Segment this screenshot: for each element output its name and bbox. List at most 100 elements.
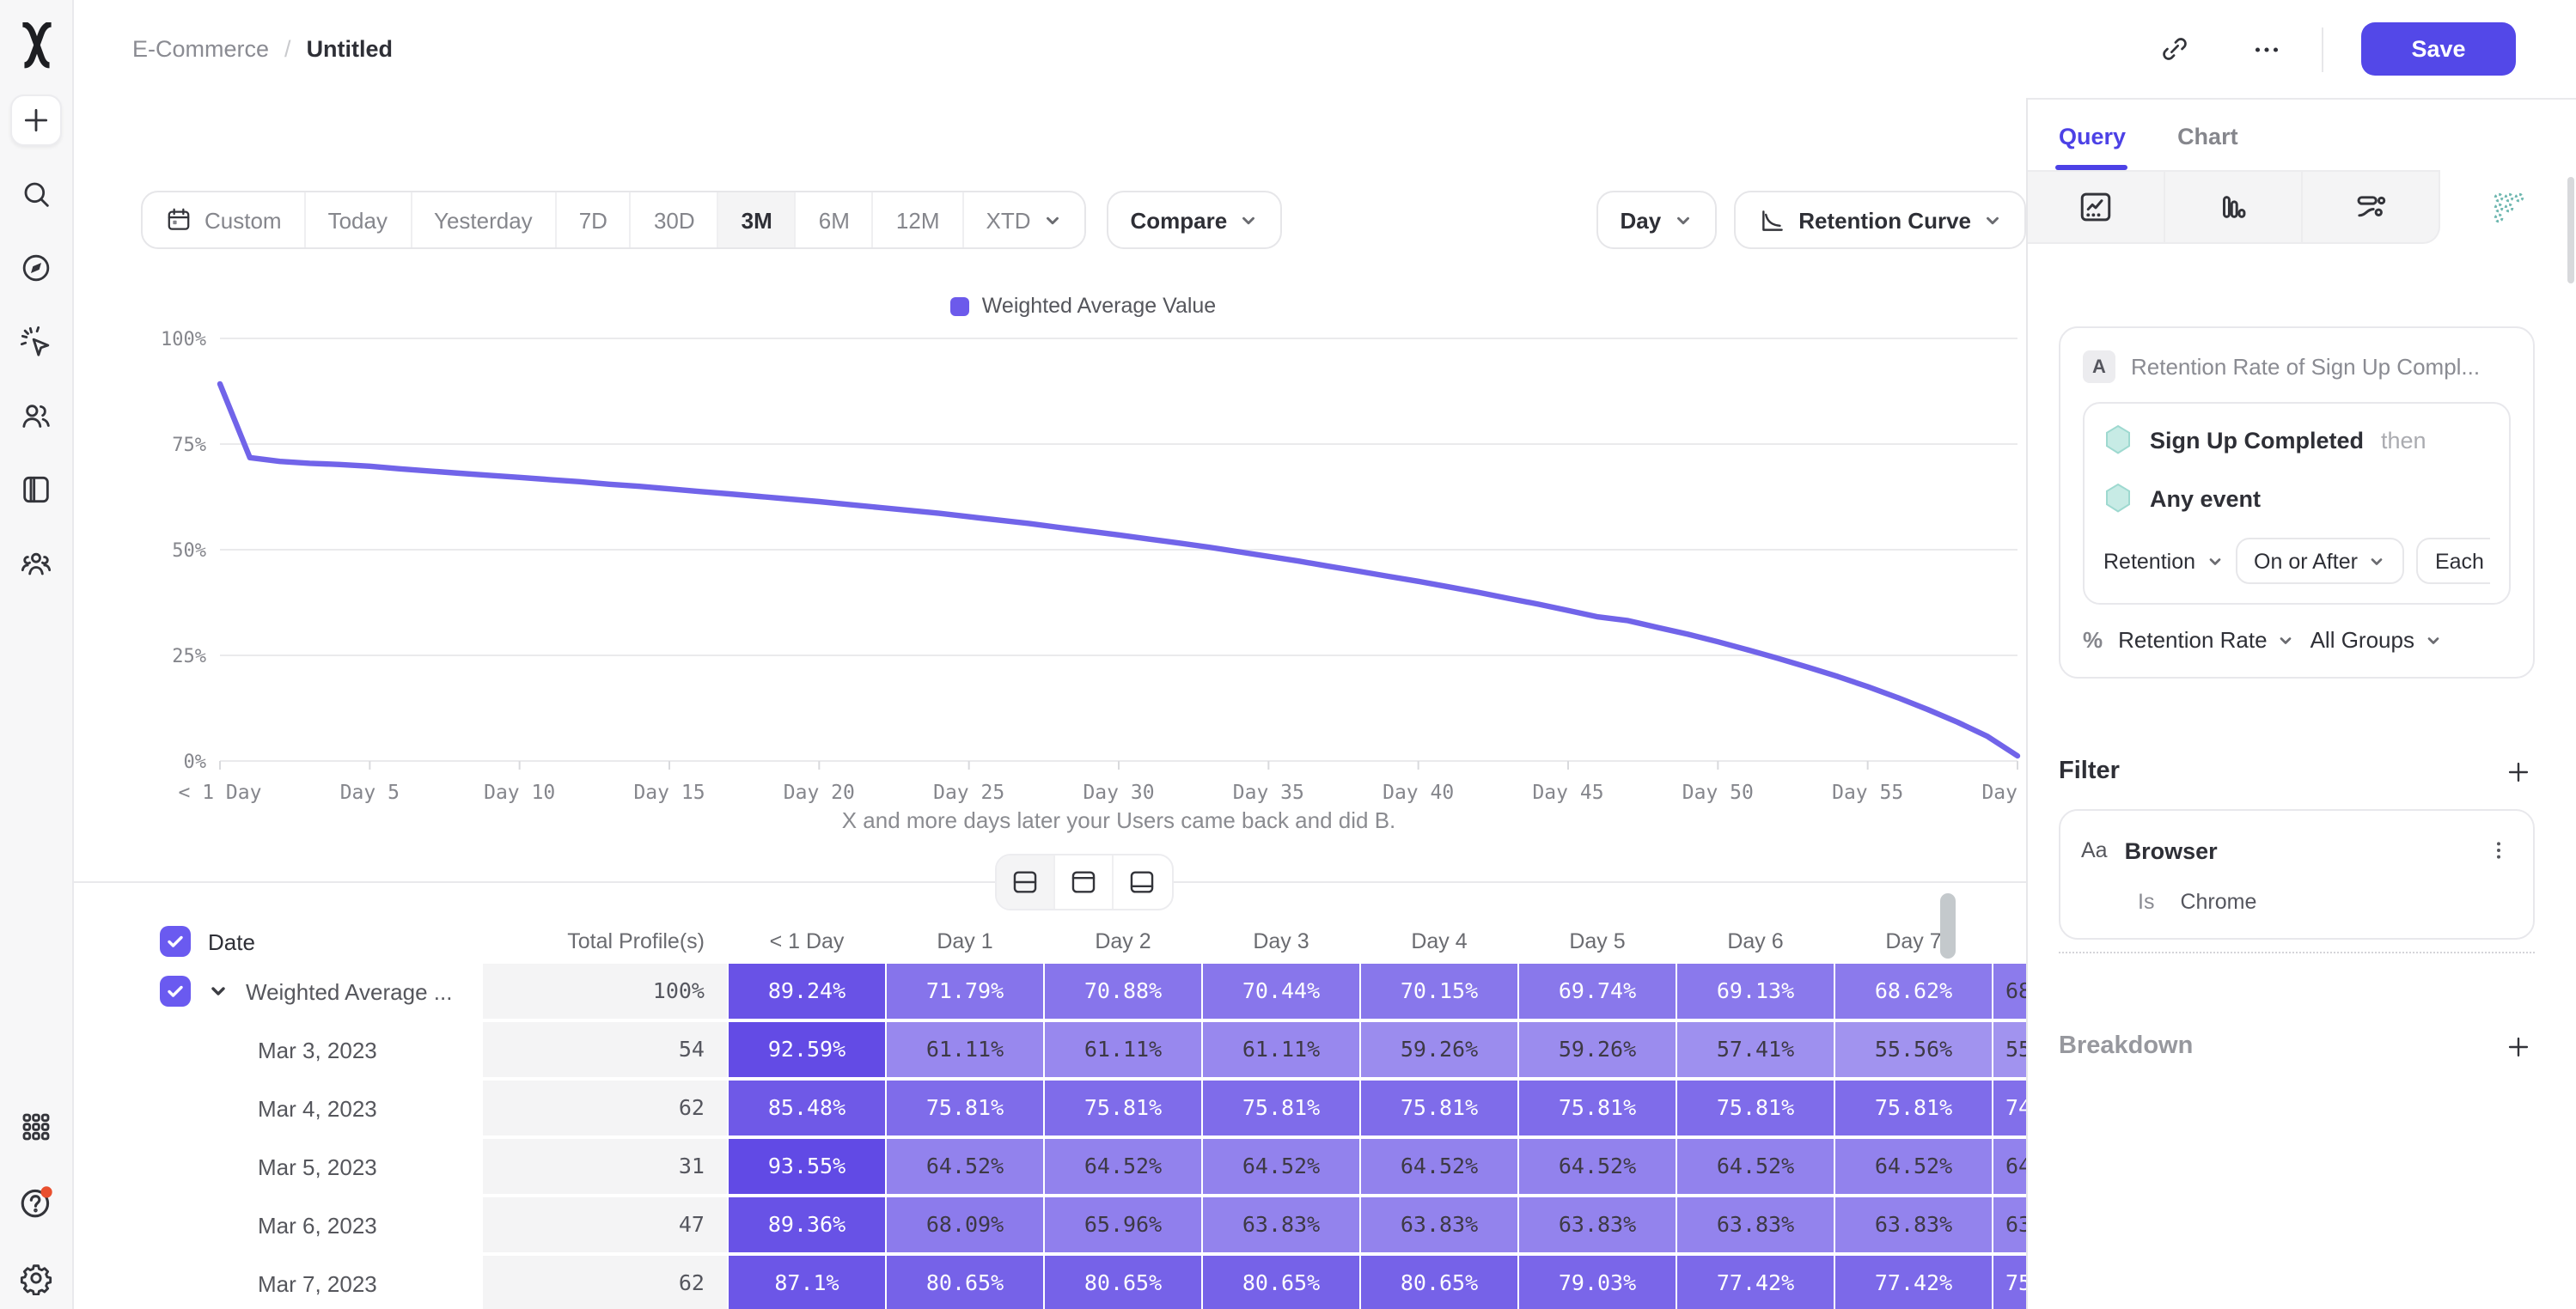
sidebar-settings-button[interactable] xyxy=(10,1252,62,1304)
retention-mode-dropdown[interactable]: Retention xyxy=(2103,549,2223,573)
retention-table: Date Total Profile(s) < 1 Day Day 1 Day 2 Day… xyxy=(160,912,2026,1309)
charttype-retention-tab[interactable] xyxy=(2440,170,2576,244)
sidebar-users-button[interactable] xyxy=(10,390,62,441)
range-yesterday-button[interactable]: Yesterday xyxy=(412,192,557,247)
compare-button[interactable]: Compare xyxy=(1106,191,1283,249)
charttype-funnel-tab[interactable] xyxy=(2165,170,2303,244)
retention-cell: 71.79% xyxy=(887,964,1043,1019)
sidebar-new-button[interactable] xyxy=(10,94,62,146)
layout-chart-only-button[interactable] xyxy=(1054,855,1113,909)
link-icon xyxy=(2158,33,2190,65)
add-breakdown-button[interactable] xyxy=(2500,1029,2535,1063)
compass-icon xyxy=(19,251,53,285)
second-event-name[interactable]: Any event xyxy=(2150,485,2262,511)
copy-link-button[interactable] xyxy=(2150,25,2198,73)
range-xtd-button[interactable]: XTD xyxy=(964,192,1084,247)
filter-value[interactable]: Chrome xyxy=(2180,890,2257,914)
retention-cell: 75.81% xyxy=(1835,1081,1992,1135)
filter-property[interactable]: Browser xyxy=(2124,837,2218,863)
retention-cell: 87.1% xyxy=(729,1256,885,1309)
svg-text:Day 25: Day 25 xyxy=(933,782,1004,804)
add-filter-button[interactable] xyxy=(2500,754,2535,788)
row-label: Mar 5, 2023 xyxy=(258,1154,377,1179)
sidebar-search-button[interactable] xyxy=(10,168,62,220)
retention-cell: 64.52% xyxy=(1203,1139,1359,1194)
granularity-dropdown[interactable]: Day xyxy=(1596,191,1717,249)
measure-dropdown[interactable]: Retention Rate xyxy=(2118,627,2294,653)
range-30d-button[interactable]: 30D xyxy=(632,192,719,247)
row-checkbox[interactable] xyxy=(160,976,191,1007)
breadcrumb-parent[interactable]: E-Commerce xyxy=(132,36,270,62)
chart-view-dropdown[interactable]: Retention Curve xyxy=(1733,191,2026,249)
range-custom-button[interactable]: Custom xyxy=(143,192,306,247)
more-options-button[interactable] xyxy=(2243,25,2291,73)
chart-legend: Weighted Average Value xyxy=(141,294,2026,318)
groups-dropdown[interactable]: All Groups xyxy=(2310,627,2442,653)
layout-table-only-button[interactable] xyxy=(1113,855,1171,909)
flow-icon xyxy=(2353,189,2389,225)
sidebar-apps-button[interactable] xyxy=(10,1101,62,1153)
table-scrollbar-thumb[interactable] xyxy=(1940,893,1956,959)
retention-cell: 80.65% xyxy=(1203,1256,1359,1309)
breakdown-heading: Breakdown xyxy=(2059,1032,2194,1060)
save-button[interactable]: Save xyxy=(2361,22,2516,76)
range-12m-button[interactable]: 12M xyxy=(874,192,964,247)
first-event-name[interactable]: Sign Up Completed xyxy=(2150,427,2364,453)
charttype-flow-tab[interactable] xyxy=(2303,170,2440,244)
retention-chart: 100% 75% 50% 25% 0% < 1 Day Day 5 Day 10 Day 15 D… xyxy=(161,329,2026,833)
search-icon xyxy=(19,177,53,211)
cursor-spark-icon xyxy=(19,325,53,359)
filter-heading: Filter xyxy=(2059,758,2120,785)
table-row: Mar 5, 2023 31 93.55% 64.52% 64.52% 64.52% 64.… xyxy=(160,1139,2026,1194)
filter-menu-button[interactable] xyxy=(2481,833,2516,868)
chevron-down-icon xyxy=(1239,210,1258,229)
breadcrumb: E-Commerce / Untitled xyxy=(132,36,393,62)
tab-query[interactable]: Query xyxy=(2054,124,2128,170)
query-card: A Retention Rate of Sign Up Compl... Sig… xyxy=(2059,326,2535,679)
notification-dot xyxy=(40,1186,52,1198)
range-6m-button[interactable]: 6M xyxy=(797,192,874,247)
table-row: Mar 7, 2023 62 87.1% 80.65% 80.65% 80.65% 80.6… xyxy=(160,1256,2026,1309)
retention-cell: 64 xyxy=(1993,1139,2026,1194)
svg-text:50%: 50% xyxy=(172,540,206,562)
filter-operator[interactable]: Is xyxy=(2138,890,2155,914)
retention-cell: 74 xyxy=(1993,1081,2026,1135)
legend-label: Weighted Average Value xyxy=(981,294,1217,318)
filter-drop-hint xyxy=(2059,952,2535,953)
total-profiles-cell: 100% xyxy=(483,964,727,1019)
retention-cell: 64.52% xyxy=(1361,1139,1517,1194)
sidebar-help-button[interactable] xyxy=(10,1177,62,1228)
range-3m-button[interactable]: 3M xyxy=(718,192,797,247)
notebook-icon xyxy=(19,472,53,507)
gear-icon xyxy=(19,1261,53,1295)
timing-dropdown[interactable]: On or After xyxy=(2235,538,2404,584)
retention-cell: 89.24% xyxy=(729,964,885,1019)
tab-chart[interactable]: Chart xyxy=(2177,124,2238,149)
row-label: Mar 7, 2023 xyxy=(258,1270,377,1296)
table-row: Weighted Average ... 100% 89.24% 71.79% 70.8… xyxy=(160,964,2026,1019)
retention-cell: 63.83% xyxy=(1519,1197,1676,1252)
row-checkbox[interactable] xyxy=(160,926,191,957)
sidebar-discover-button[interactable] xyxy=(10,242,62,294)
retention-cell: 69.74% xyxy=(1519,964,1676,1019)
sidebar-events-button[interactable] xyxy=(10,316,62,368)
sidebar-cohorts-button[interactable] xyxy=(10,538,62,589)
range-today-button[interactable]: Today xyxy=(306,192,412,247)
split-view-icon xyxy=(1010,868,1039,897)
app-logo[interactable] xyxy=(15,22,58,69)
layout-split-button[interactable] xyxy=(996,855,1054,909)
column-header-day: Day 5 xyxy=(1569,929,1626,953)
query-title[interactable]: Retention Rate of Sign Up Compl... xyxy=(2131,354,2481,380)
panel-scrollbar-thumb[interactable] xyxy=(2567,177,2574,283)
report-toolbar: Custom Today Yesterday 7D 30D 3M 6M 12M … xyxy=(141,191,2026,249)
sidebar-reports-button[interactable] xyxy=(10,464,62,515)
column-header-day: < 1 Day xyxy=(769,929,845,953)
retention-cell: 89.36% xyxy=(729,1197,885,1252)
bucket-dropdown[interactable]: Each Day xyxy=(2415,538,2490,584)
breadcrumb-current[interactable]: Untitled xyxy=(306,36,394,62)
expand-chevron-icon[interactable] xyxy=(208,981,229,1002)
property-type-icon: Aa xyxy=(2081,838,2108,862)
range-7d-button[interactable]: 7D xyxy=(557,192,632,247)
charttype-insights-tab[interactable] xyxy=(2028,170,2165,244)
retention-cell: 70.88% xyxy=(1045,964,1201,1019)
